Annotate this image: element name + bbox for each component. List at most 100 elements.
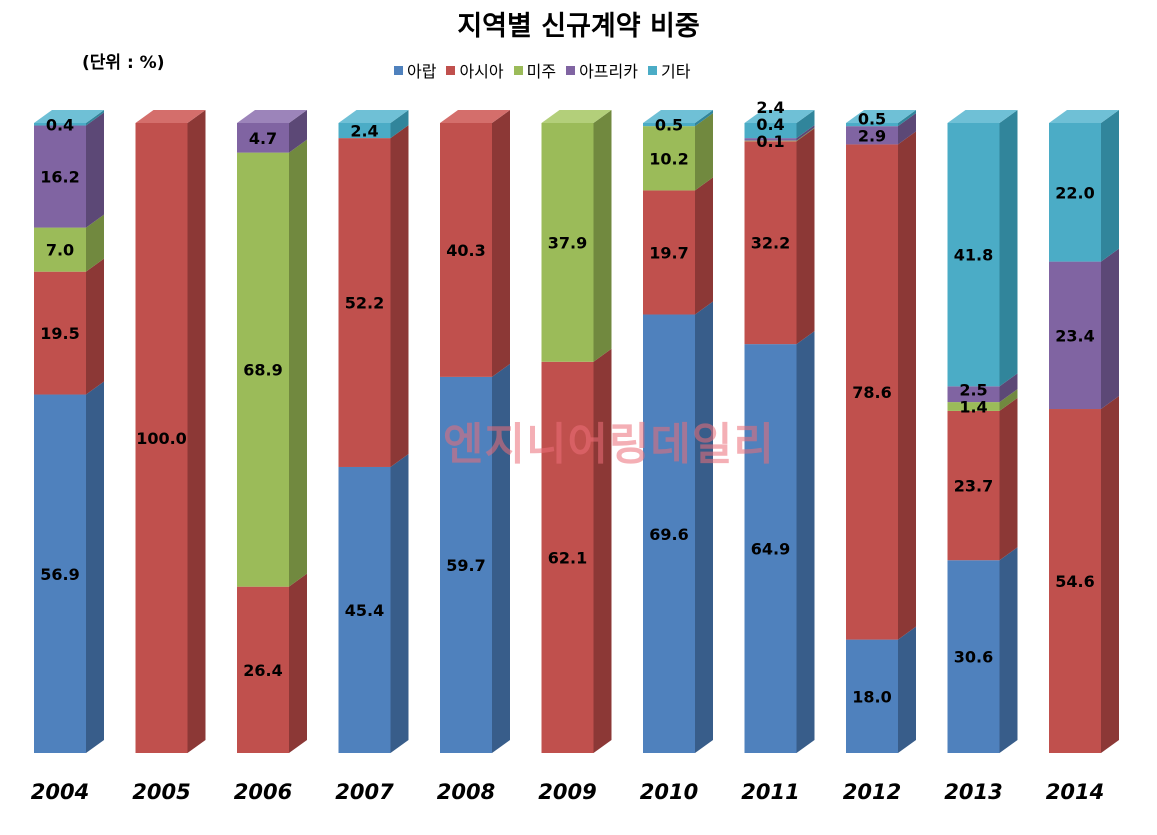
bar-segment (338, 138, 391, 467)
bar-stack (744, 110, 815, 753)
x-tick-label: 2011 (741, 780, 799, 804)
legend-swatch (647, 65, 657, 75)
legend-swatch (513, 65, 523, 75)
data-label: 0.4 (756, 115, 784, 134)
bar-segment (846, 144, 898, 640)
data-label: 62.1 (548, 548, 587, 567)
data-label: 0.4 (46, 115, 74, 134)
data-label: 78.6 (852, 383, 891, 402)
bar-segment-side (492, 110, 510, 377)
bar-segment (643, 314, 695, 753)
x-tick-label: 2010 (640, 780, 698, 804)
bar-stack (338, 110, 409, 753)
bar-segment-side (86, 258, 104, 395)
unit-label: (단위 : %) (82, 53, 165, 73)
data-label: 0.5 (655, 116, 683, 135)
bar-segment-side (86, 112, 104, 228)
bar-segment-side (796, 128, 815, 345)
data-label: 30.6 (954, 648, 993, 667)
bar-stack (135, 110, 206, 753)
data-label: 100.0 (136, 429, 187, 448)
bar-segment-side (999, 397, 1018, 561)
bar-segment-side (796, 331, 815, 753)
legend-item: 아시아 (446, 58, 504, 82)
bar-top-face (846, 110, 916, 123)
bar-segment-side (695, 110, 713, 127)
legend-label: 아랍 (407, 62, 437, 81)
bar-segment (1049, 409, 1101, 753)
data-label: 40.3 (446, 241, 485, 260)
legend-item: 아랍 (394, 58, 436, 82)
x-tick-label: 2005 (132, 780, 190, 804)
bar-segment (947, 123, 1000, 387)
bar-segment (34, 123, 86, 126)
bar-segment-side (593, 348, 612, 753)
data-label: 64.9 (751, 540, 790, 559)
bar-segment (744, 138, 797, 141)
data-label: 54.6 (1055, 572, 1094, 591)
x-tick-label: 2009 (538, 780, 596, 804)
bar-segment (237, 586, 289, 753)
data-label: 37.9 (548, 233, 587, 252)
x-tick-label: 2012 (843, 780, 901, 804)
bar-segment (135, 123, 188, 753)
data-label: 2.4 (756, 98, 784, 117)
bar-segment (947, 386, 1000, 403)
bar-segment (846, 126, 898, 145)
bar-top-face (135, 110, 206, 123)
bar-stack (1049, 110, 1119, 753)
bar-segment-side (593, 110, 612, 362)
bar-segment-side (695, 177, 713, 315)
bar-segment-side (999, 110, 1018, 387)
bar-segment-side (390, 110, 409, 139)
bar-segment (237, 152, 289, 587)
data-label: 69.6 (649, 525, 688, 544)
legend-swatch (446, 65, 456, 75)
data-label: 2.5 (959, 381, 987, 400)
chart-title: 지역별 신규계약 비중 (457, 11, 700, 42)
bar-segment (541, 123, 594, 362)
bar-segment-side (1101, 110, 1119, 262)
bar-stack (34, 110, 104, 753)
bar-segment (846, 123, 898, 127)
data-label: 59.7 (446, 556, 485, 575)
bar-segment (643, 123, 695, 127)
data-label: 2.9 (858, 126, 886, 145)
bar-top-face (237, 110, 307, 123)
bar-top-face (541, 110, 612, 123)
bar-segment (643, 126, 695, 191)
bar-segment (744, 123, 797, 139)
bar-segment-side (695, 113, 713, 191)
x-tick-label: 2014 (1046, 780, 1104, 804)
bar-segment (34, 394, 86, 753)
bar-stack (440, 110, 510, 753)
bar-segment-side (796, 110, 815, 139)
legend-label: 아프리카 (579, 62, 638, 81)
bar-segment (744, 141, 797, 345)
data-label: 0.1 (756, 132, 784, 151)
bar-segment-side (1101, 248, 1119, 410)
data-label: 0.5 (858, 109, 886, 128)
x-tick-label: 2013 (944, 780, 1002, 804)
bar-segment-side (999, 547, 1018, 753)
legend-item: 미주 (513, 58, 556, 82)
bar-stack (237, 110, 307, 753)
bar-stack (846, 110, 916, 753)
bar-top-face (338, 110, 409, 123)
data-label: 7.0 (46, 241, 74, 260)
bar-segment-side (1101, 396, 1119, 753)
legend-item: 기타 (647, 58, 690, 82)
data-label: 68.9 (243, 361, 282, 380)
bar-segment (744, 344, 797, 753)
bar-segment-side (390, 453, 409, 753)
data-label: 41.8 (954, 246, 993, 265)
legend-swatch (394, 65, 403, 75)
bar-segment-side (999, 389, 1018, 411)
bar-segment (744, 140, 797, 142)
bar-segment (947, 560, 1000, 753)
x-tick-label: 2006 (234, 780, 292, 804)
bar-top-face (643, 110, 713, 123)
bar-segment-side (289, 573, 307, 753)
bar-segment (846, 639, 898, 753)
